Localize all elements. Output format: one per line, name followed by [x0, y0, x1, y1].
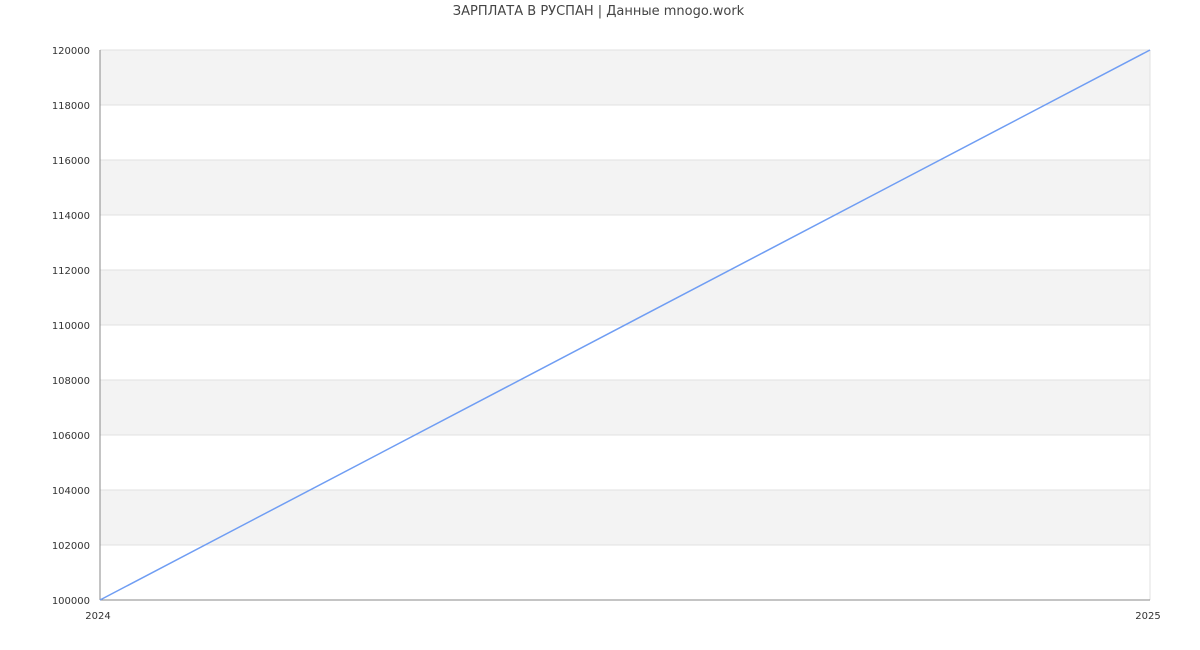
x-tick-label: 2024	[85, 611, 110, 622]
grid-band	[100, 160, 1150, 215]
y-tick-label: 108000	[52, 376, 90, 387]
grid-band	[100, 270, 1150, 325]
chart-title: ЗАРПЛАТА В РУСПАН | Данные mnogo.work	[452, 4, 745, 19]
y-tick-label: 102000	[52, 541, 90, 552]
y-tick-label: 106000	[52, 431, 90, 442]
y-tick-label: 116000	[52, 156, 90, 167]
y-tick-label: 110000	[52, 321, 90, 332]
y-tick-label: 100000	[52, 596, 90, 607]
y-tick-label: 120000	[52, 46, 90, 57]
y-tick-label: 118000	[52, 101, 90, 112]
grid-band	[100, 50, 1150, 105]
y-tick-label: 112000	[52, 266, 90, 277]
series-line	[99, 49, 1151, 601]
y-tick-label: 104000	[52, 486, 90, 497]
x-tick-label: 2025	[1135, 611, 1160, 622]
grid-band	[100, 380, 1150, 435]
grid-band	[100, 490, 1150, 545]
y-tick-label: 114000	[52, 211, 90, 222]
